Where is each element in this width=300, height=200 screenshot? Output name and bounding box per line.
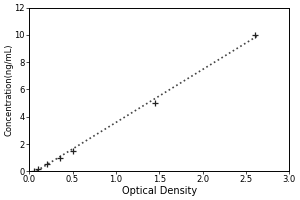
X-axis label: Optical Density: Optical Density xyxy=(122,186,197,196)
Y-axis label: Concentration(ng/mL): Concentration(ng/mL) xyxy=(4,43,13,136)
